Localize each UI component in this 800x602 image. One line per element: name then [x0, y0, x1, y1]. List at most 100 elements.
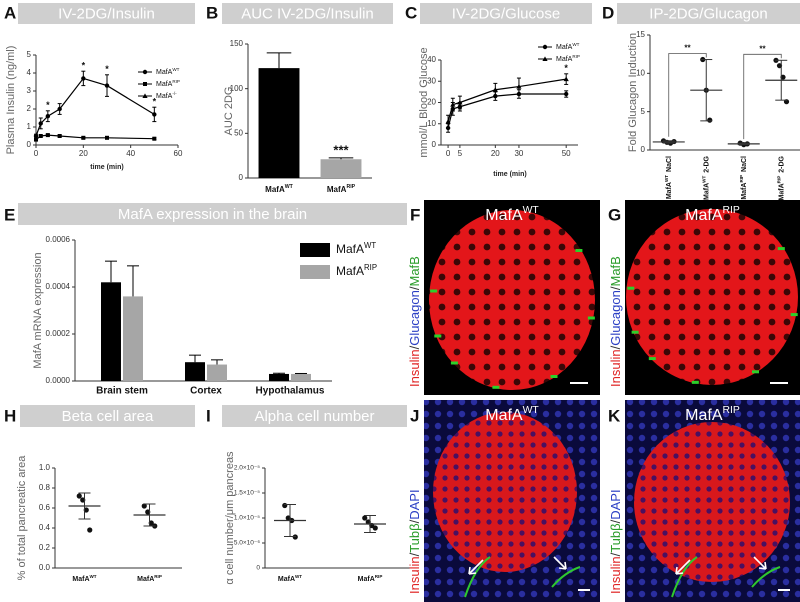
- legend-label-part: RIP: [172, 79, 180, 84]
- islet: [634, 422, 790, 582]
- channel-name: Tubβ: [407, 523, 422, 552]
- cell-signal: [587, 316, 595, 320]
- channel-name: MafB: [407, 256, 422, 286]
- image-title-part: WT: [523, 405, 540, 416]
- marker: [45, 133, 50, 138]
- y-tick-label: 150: [230, 39, 244, 48]
- image-title-part: WT: [523, 205, 540, 216]
- comparison-label: **: [684, 44, 691, 53]
- channel-label: Insulin/Glucagon/MafB: [608, 256, 623, 387]
- legend-label-part: WT: [172, 67, 179, 72]
- marker: [152, 136, 157, 141]
- y-tick-label: 50: [234, 128, 243, 137]
- y-axis-title: Plasma Insulin (ng/ml): [5, 46, 17, 155]
- y-tick-label: 10: [427, 119, 436, 128]
- x-tick-label-part: MafA: [778, 183, 785, 200]
- y-tick-label: 0.0006: [46, 235, 71, 244]
- legend-label: MafARIP: [556, 54, 580, 63]
- bar: [291, 373, 311, 381]
- panel-title: IP-2DG/Glucagon: [649, 5, 767, 22]
- x-tick-label-part: MafA: [72, 576, 89, 583]
- marker: [33, 133, 39, 139]
- title-band: [18, 3, 195, 24]
- cell-signal: [430, 289, 438, 293]
- y-tick-label: 10: [636, 68, 645, 77]
- x-tick-label: MafARIP: [358, 574, 383, 583]
- panel-letter: C: [405, 3, 417, 22]
- channel-name: /: [407, 345, 422, 349]
- islet: [626, 209, 798, 385]
- channel-name: /: [608, 552, 623, 556]
- title-band: [18, 203, 407, 225]
- cell-signal: [627, 286, 635, 290]
- marker: [450, 102, 456, 107]
- annotation: ***: [333, 142, 349, 157]
- dot: [141, 503, 147, 509]
- x-tick-label-part: MafA: [278, 576, 295, 583]
- channel-label: Insulin/Tubβ/DAPI: [608, 489, 623, 594]
- bar: [123, 296, 143, 381]
- image-title-part: RIP: [723, 205, 740, 216]
- series-line: [447, 78, 567, 122]
- x-tick-label-part: WT: [295, 574, 302, 579]
- channel-name: /: [407, 552, 422, 556]
- image-title-part: MafA: [485, 407, 523, 424]
- x-tick-label: MafARIP: [137, 574, 162, 583]
- y-tick-label: 15: [636, 30, 645, 39]
- dot: [87, 527, 93, 533]
- y-tick-label: 0.0004: [46, 282, 71, 291]
- legend-label: MafAWT: [556, 42, 580, 51]
- title-band: [617, 3, 800, 24]
- channel-name: DAPI: [407, 489, 422, 519]
- y-tick-label: 0: [432, 140, 437, 149]
- y-axis-title: AUC 2DG: [223, 87, 235, 136]
- x-tick-label: 40: [126, 149, 135, 158]
- y-tick-label: 2.0×10⁻⁵: [234, 465, 260, 472]
- series-line: [35, 77, 155, 137]
- legend-label-part: WT: [572, 42, 579, 47]
- x-tick-label: 0: [446, 149, 451, 158]
- cell-signal: [550, 375, 558, 378]
- y-tick-label: 0: [27, 140, 32, 149]
- channel-name: MafB: [608, 256, 623, 286]
- legend-label-part: RIP: [364, 263, 377, 272]
- y-tick-label: 0.6: [39, 503, 51, 512]
- x-tick-label-part: NaCl: [666, 156, 673, 172]
- x-tick-label: MafAWT: [265, 184, 293, 194]
- x-tick-label-part: WT: [90, 574, 97, 579]
- comparison-bracket: [743, 53, 782, 140]
- x-tick-label-part: 2-DG: [778, 155, 785, 172]
- panel-letter: E: [4, 205, 15, 224]
- cell-signal: [450, 361, 458, 365]
- panel-letter: K: [608, 406, 621, 425]
- panel-letter: B: [206, 3, 218, 22]
- legend-label: MafARIP: [336, 263, 377, 279]
- y-tick-label: 1.0×10⁻⁵: [234, 515, 260, 522]
- channel-name: Glucagon: [608, 290, 623, 346]
- arrow: [675, 559, 691, 575]
- arrow: [553, 556, 567, 570]
- marker: [81, 135, 86, 140]
- marker: [81, 76, 86, 81]
- legend-label-part: MafA: [556, 56, 573, 63]
- panel-letter: G: [608, 205, 621, 224]
- y-tick-label: 1: [27, 122, 32, 131]
- x-tick-label: 20: [491, 149, 500, 158]
- legend-label-part: WT: [364, 241, 376, 250]
- channel-name: /: [407, 286, 422, 290]
- marker: [104, 83, 110, 88]
- annotation: *: [46, 100, 50, 110]
- legend-marker: [142, 93, 148, 98]
- legend-label-part: RIP: [572, 54, 580, 59]
- panel-title: IV-2DG/Insulin: [58, 5, 155, 22]
- x-tick-label-part: MafA: [358, 576, 375, 583]
- x-tick-label: MafAWT NaCl: [663, 156, 672, 199]
- channel-name: Glucagon: [407, 290, 422, 346]
- marker: [492, 87, 498, 92]
- x-tick-label-part: MafA: [703, 183, 710, 200]
- marker: [105, 135, 109, 140]
- marker: [445, 119, 451, 124]
- channel-name: Insulin: [608, 349, 623, 387]
- x-axis-title: time (min): [493, 171, 526, 178]
